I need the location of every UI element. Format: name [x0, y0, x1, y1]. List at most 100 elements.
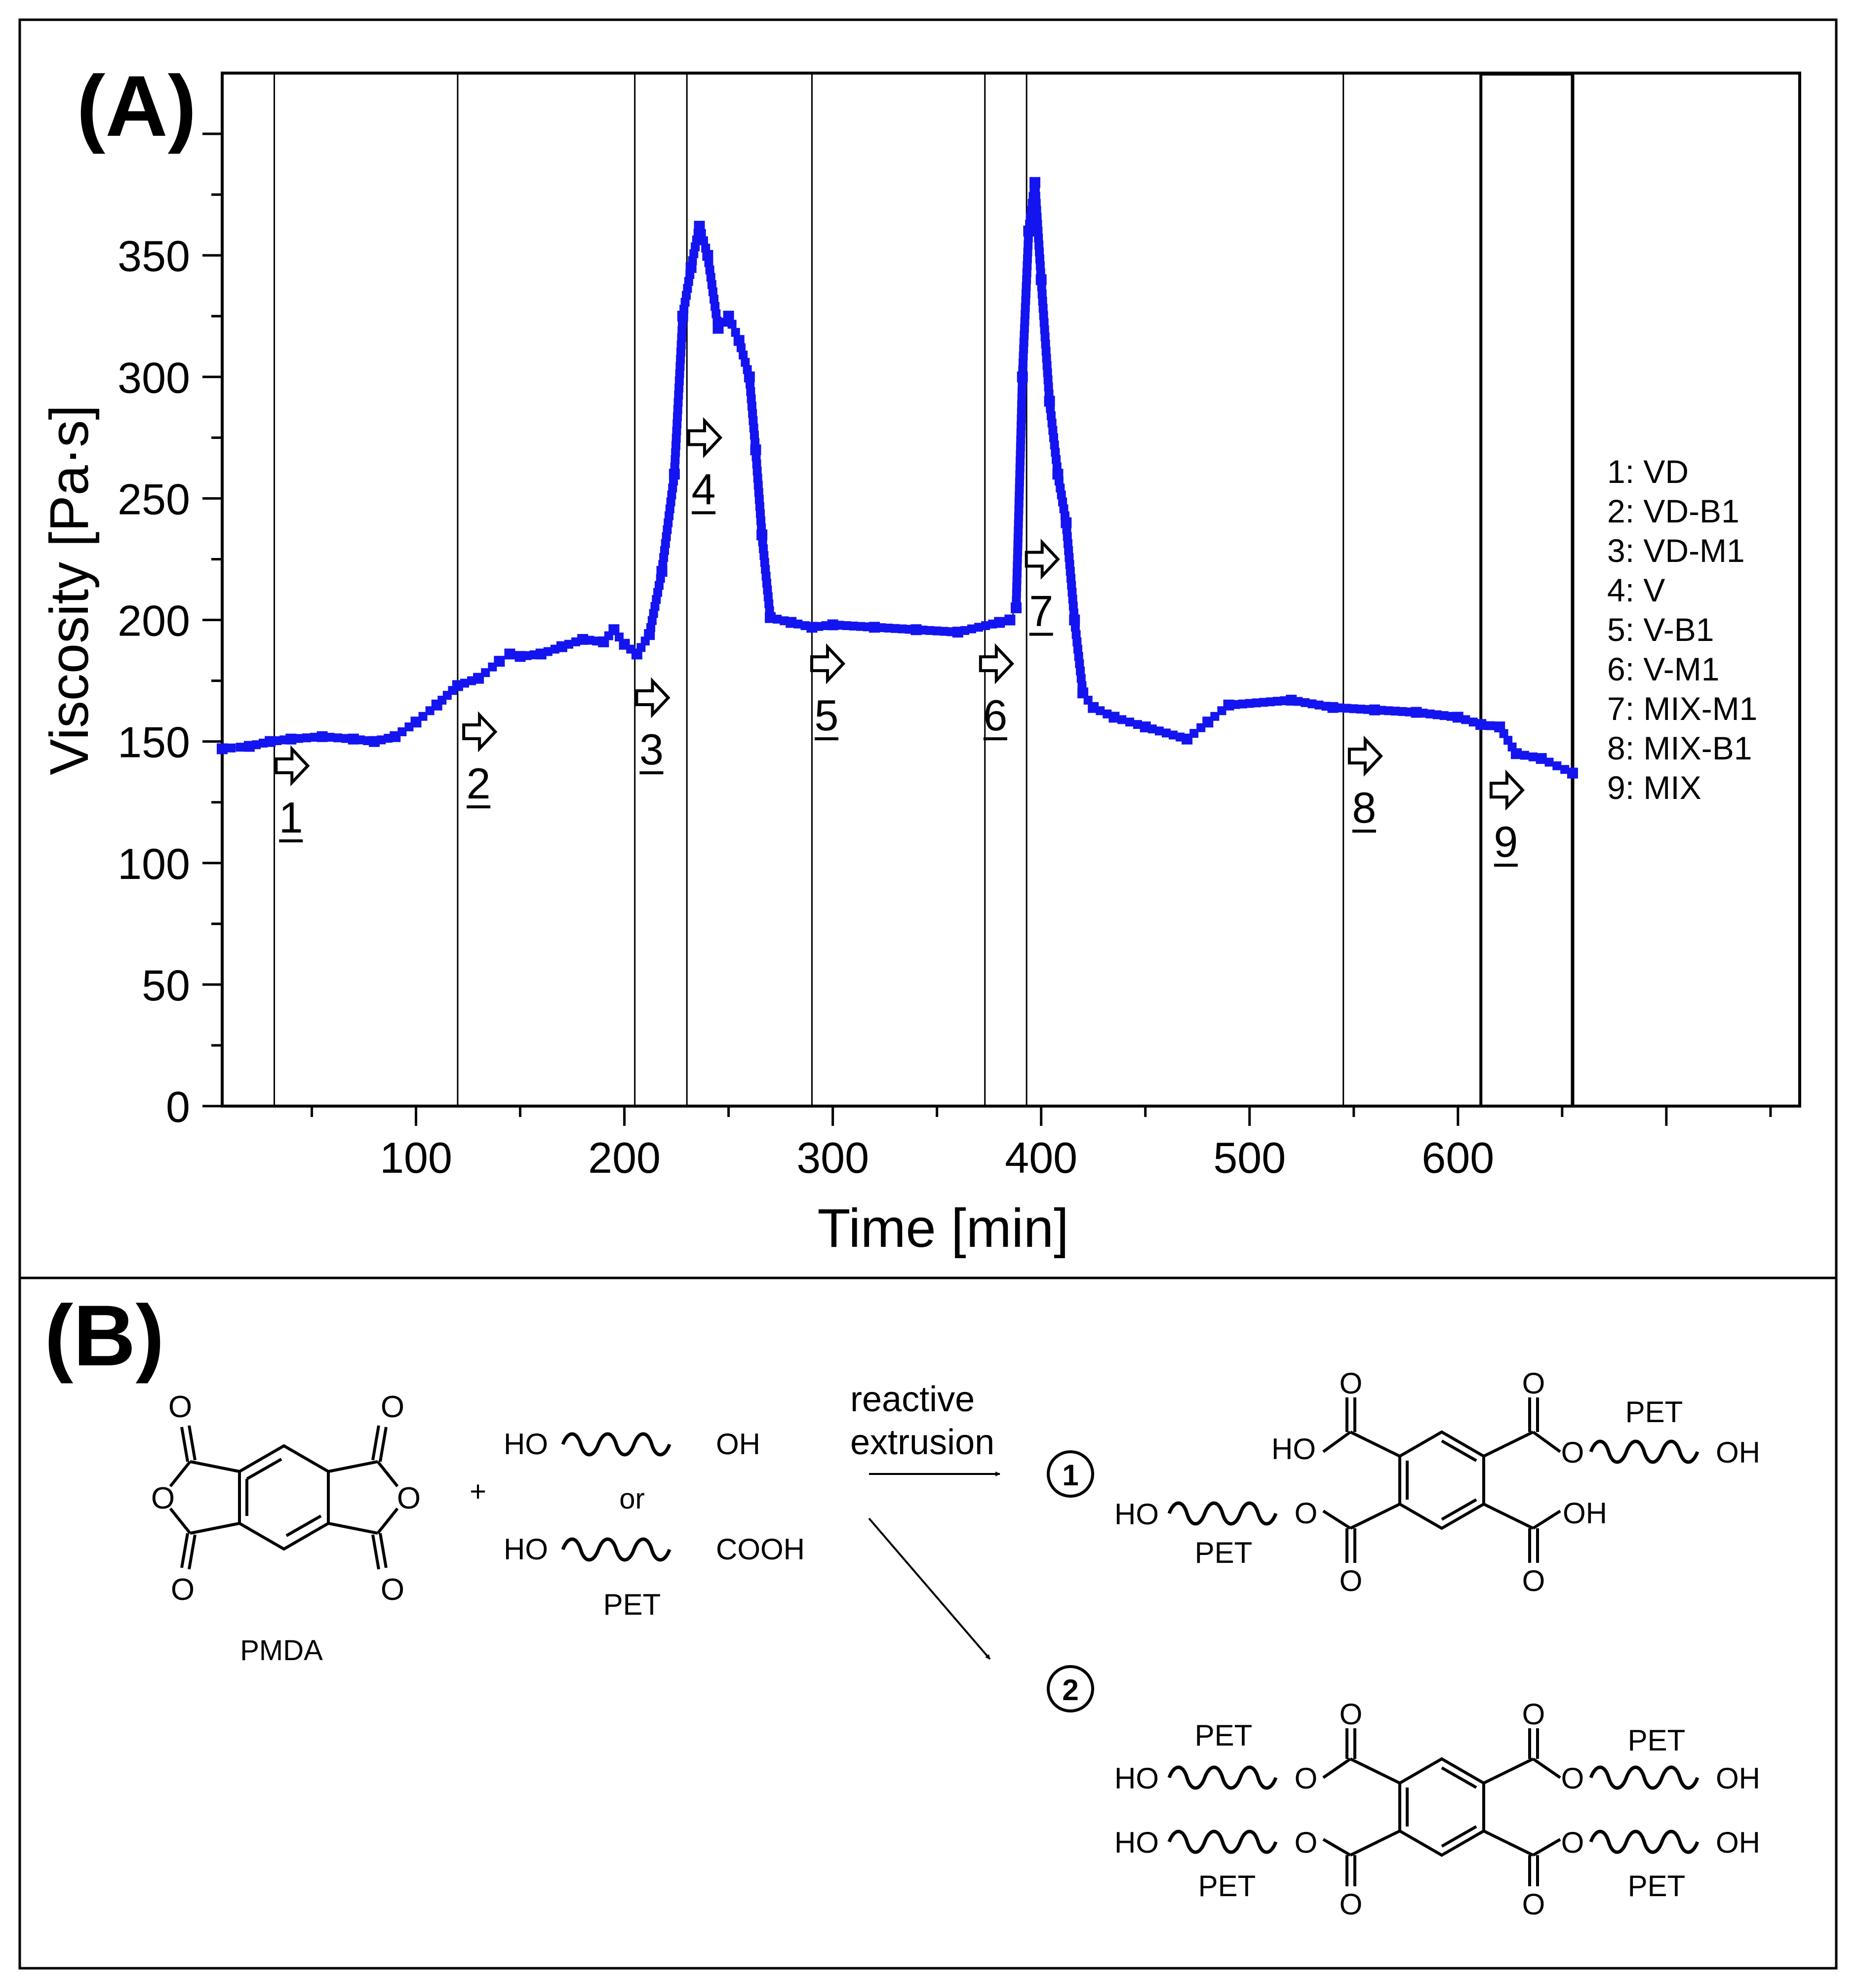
data-point-fill — [1012, 589, 1021, 598]
data-point-fill — [905, 625, 914, 634]
data-point-fill — [731, 328, 740, 337]
data-point-fill — [1499, 729, 1508, 738]
data-point-fill — [1017, 386, 1027, 396]
data-point-fill — [673, 398, 683, 407]
data-point-fill — [677, 333, 686, 342]
data-point — [702, 250, 713, 261]
mode-number: 7 — [1029, 586, 1053, 635]
data-point-fill — [663, 525, 672, 534]
data-point-fill — [646, 623, 656, 632]
data-point-fill — [793, 619, 803, 629]
data-point-fill — [1015, 484, 1024, 494]
legend-entry: 9: MIX — [1607, 769, 1701, 806]
data-point-fill — [1033, 226, 1043, 236]
data-point-fill — [1037, 289, 1047, 299]
data-point-fill — [1026, 212, 1035, 222]
data-point — [316, 731, 328, 742]
data-point-fill — [1503, 736, 1513, 745]
legend: 1: VD2: VD-B13: VD-M14: V5: V-B16: V-M17… — [1607, 453, 1757, 806]
data-point-fill — [404, 722, 414, 732]
data-point-fill — [1356, 705, 1365, 714]
chain-pet: PET — [1628, 1724, 1686, 1757]
data-point-fill — [460, 678, 469, 688]
data-point-fill — [1016, 435, 1026, 444]
data-point-fill — [592, 636, 601, 646]
data-point-fill — [684, 277, 693, 286]
chain-oh: OH — [1716, 1436, 1760, 1469]
data-point-fill — [1301, 698, 1310, 707]
chain-pet: PET — [1195, 1536, 1253, 1569]
data-point-fill — [1384, 706, 1393, 716]
data-point-fill — [1425, 709, 1435, 718]
data-point-fill — [227, 743, 236, 753]
data-point-fill — [1059, 504, 1068, 514]
data-point-fill — [761, 564, 770, 574]
data-point-fill — [1012, 568, 1022, 578]
data-point-fill — [743, 365, 752, 374]
pet-chain-wave — [1169, 1503, 1276, 1524]
data-point-fill — [1217, 706, 1226, 716]
x-tick-label: 200 — [588, 1133, 661, 1182]
data-point-fill — [707, 280, 716, 289]
data-point-fill — [1154, 726, 1164, 736]
atom-o: O — [151, 1481, 175, 1515]
data-point-fill — [1025, 219, 1034, 229]
atom-o: O — [1340, 1888, 1363, 1921]
data-point-fill — [647, 616, 657, 625]
data-point-fill — [302, 733, 311, 743]
data-point-fill — [758, 544, 768, 554]
data-point-fill — [1014, 519, 1023, 528]
data-point-fill — [652, 595, 661, 604]
data-point-fill — [1039, 318, 1049, 327]
data-point-fill — [1012, 575, 1022, 585]
data-point-fill — [1068, 595, 1077, 604]
data-point-fill — [1070, 623, 1080, 632]
data-point-fill — [1017, 393, 1027, 402]
data-point-fill — [967, 624, 977, 634]
data-point — [217, 743, 228, 755]
product-1-structure: O O O O O O HO OH PET OH PET HO — [1114, 1367, 1760, 1597]
data-point-fill — [1520, 751, 1529, 760]
mode-arrow-marker: 1 — [275, 745, 310, 842]
data-point-fill — [615, 632, 624, 641]
x-axis: 100 200 300 400 500 600 — [310, 1106, 1772, 1182]
data-point-fill — [1066, 567, 1075, 576]
data-point-fill — [1017, 421, 1026, 431]
pet-chain-wave — [1169, 1767, 1276, 1788]
data-point-fill — [1023, 247, 1032, 257]
data-point-fill — [1040, 332, 1050, 342]
product-2-number: 2 — [1062, 1673, 1078, 1707]
data-point-fill — [1022, 268, 1031, 278]
data-point-fill — [1050, 440, 1059, 450]
data-point-fill — [1335, 703, 1344, 713]
y-tick-label: 350 — [118, 232, 190, 280]
atom-o: O — [1522, 1564, 1545, 1597]
chain-ho: HO — [1114, 1826, 1159, 1859]
data-point-fill — [749, 416, 758, 425]
data-point-fill — [1245, 699, 1254, 708]
data-point-fill — [736, 343, 746, 353]
x-tick-label: 500 — [1213, 1133, 1286, 1182]
atom-o: O — [381, 1390, 404, 1424]
data-point-fill — [1047, 418, 1057, 428]
pet-reactant-label: PET — [603, 1588, 661, 1621]
data-point-fill — [1468, 717, 1478, 727]
data-point-fill — [585, 636, 594, 645]
data-point-fill — [1043, 368, 1052, 377]
data-point — [733, 335, 745, 346]
data-point-fill — [667, 490, 676, 500]
data-point-fill — [1039, 311, 1048, 320]
data-point-fill — [704, 258, 713, 267]
data-point-fill — [1273, 697, 1282, 706]
data-point-fill — [755, 509, 765, 518]
data-point-fill — [355, 735, 365, 745]
y-axis: 0 50 100 150 200 250 300 350 — [118, 132, 222, 1131]
series-connector-line — [222, 182, 1573, 774]
data-point-fill — [1259, 698, 1268, 707]
data-point-fill — [571, 637, 581, 646]
data-point-fill — [763, 585, 772, 595]
data-point-fill — [749, 423, 758, 433]
data-point-fill — [1125, 717, 1135, 727]
atom-o: O — [1522, 1698, 1545, 1731]
legend-entry: 1: VD — [1607, 453, 1689, 490]
